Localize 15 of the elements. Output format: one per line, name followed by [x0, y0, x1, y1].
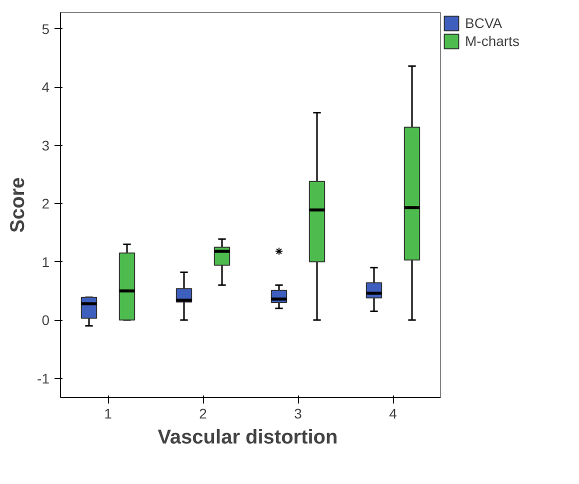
x-tick-label: 3 [294, 406, 302, 422]
x-tick-label: 4 [389, 406, 398, 422]
y-tick-label: -1 [37, 370, 50, 386]
x-tick-label: 1 [104, 406, 112, 422]
y-tick-label: 1 [42, 254, 50, 270]
y-tick-label: 5 [42, 20, 50, 37]
legend-label: M-charts [465, 33, 520, 49]
x-tick-label: 2 [199, 406, 208, 422]
legend-label: BCVA [465, 15, 502, 31]
x-axis-title: Vascular distortion [158, 426, 338, 448]
y-tick-label: 2 [42, 196, 50, 212]
y-tick-label: 3 [42, 137, 50, 154]
y-axis-title: Score [7, 177, 30, 233]
y-tick-label: 0 [42, 312, 50, 328]
y-tick-label: 4 [42, 79, 50, 96]
